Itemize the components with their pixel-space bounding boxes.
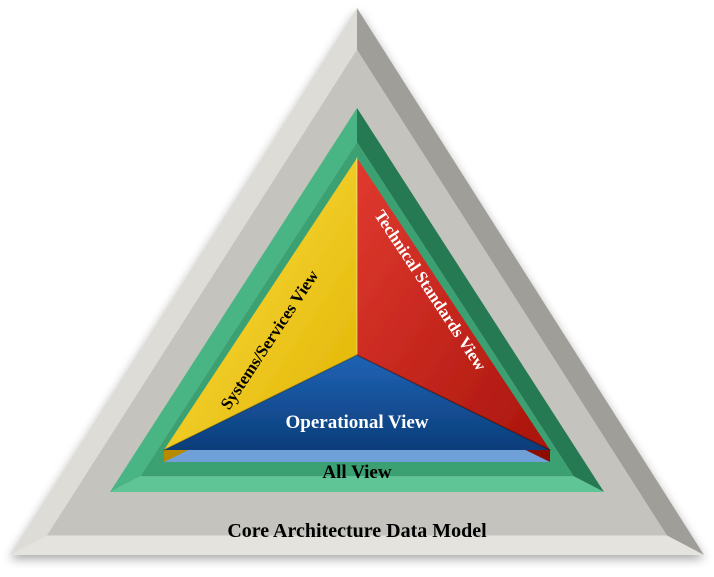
core-architecture-label: Core Architecture Data Model [227, 520, 486, 543]
pyramid-svg [0, 0, 714, 577]
architecture-pyramid-diagram: Core Architecture Data Model All View Op… [0, 0, 714, 577]
operational-view-label: Operational View [285, 412, 428, 434]
inner-base-front [164, 450, 550, 462]
all-view-label: All View [322, 462, 391, 484]
